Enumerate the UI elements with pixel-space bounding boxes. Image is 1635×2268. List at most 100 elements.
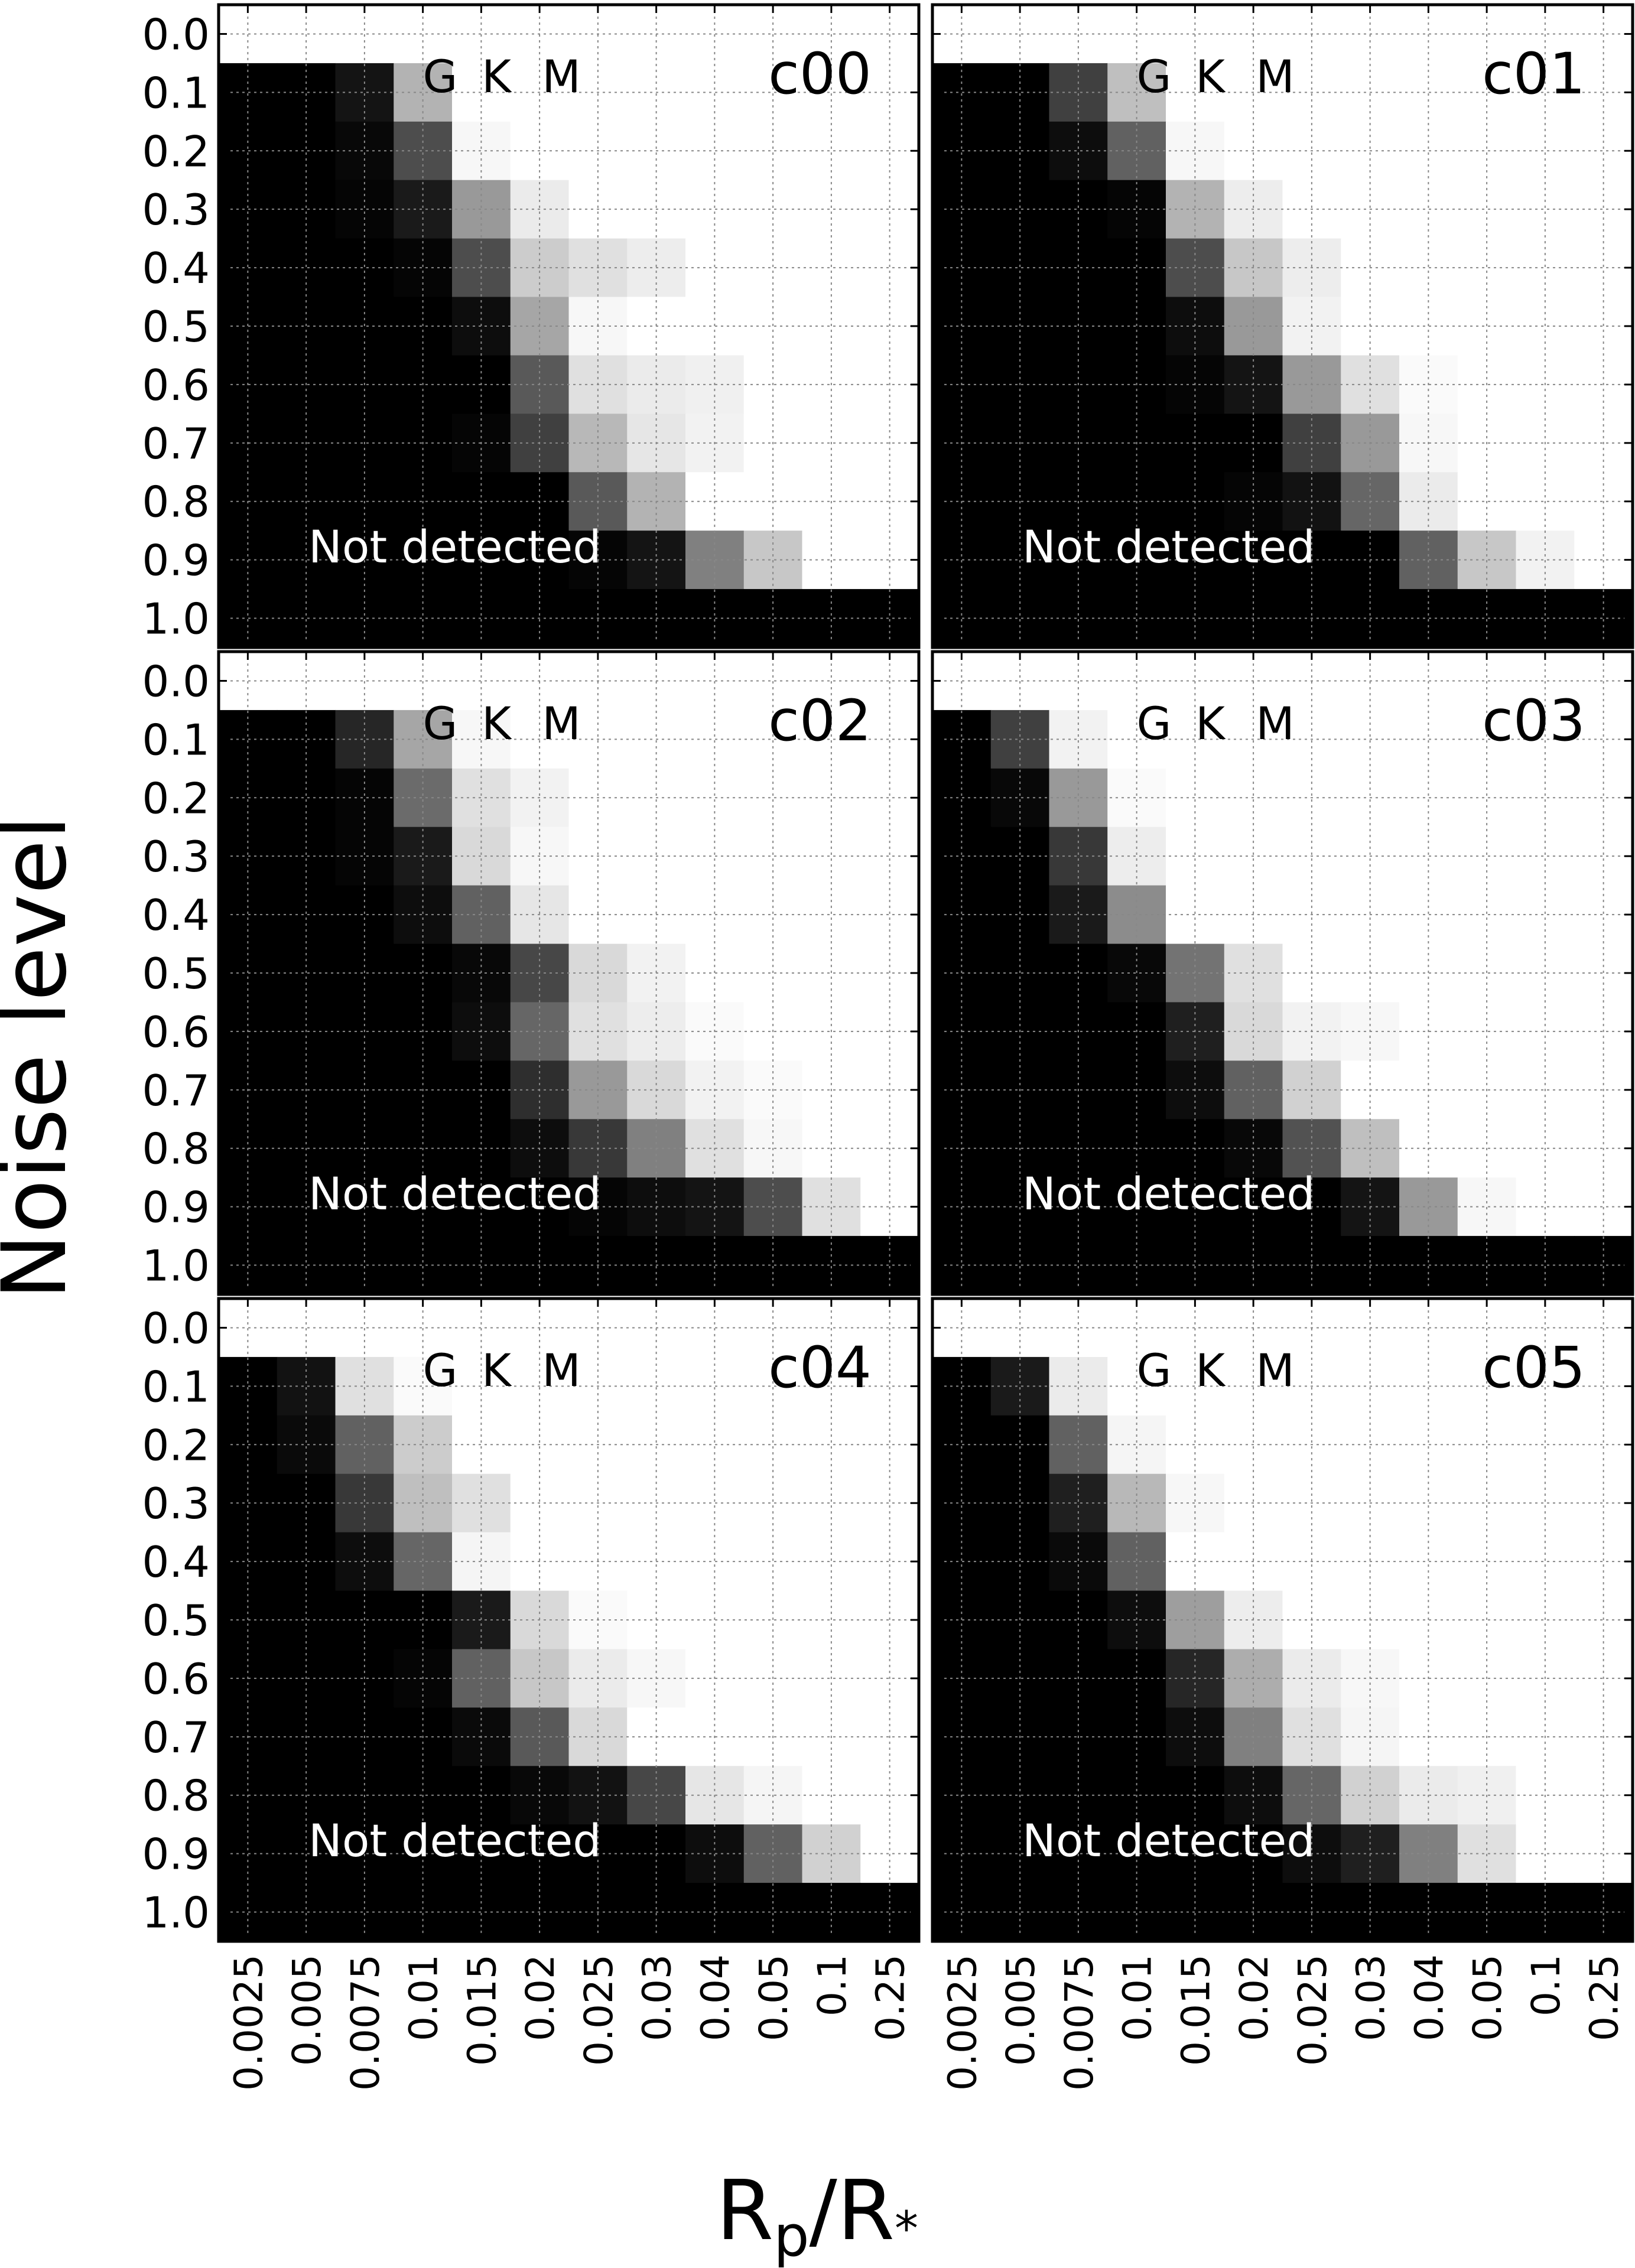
heatmap-cell xyxy=(685,531,745,590)
x-tick-label: 0.04 xyxy=(1406,1954,1452,2041)
panel-c00: c00 G K M Not detected 0.0 0.1 0.2 0.3 0.4 0.5 0.6 0… xyxy=(142,3,921,649)
star-type-label: G xyxy=(423,697,458,750)
heatmap-cell xyxy=(219,1590,278,1650)
y-tick-label: 0.4 xyxy=(142,243,210,293)
star-type-label: K xyxy=(1195,50,1226,103)
heatmap-cell xyxy=(1399,5,1458,64)
star-type-label: M xyxy=(1256,50,1295,103)
y-tick-label: 0.2 xyxy=(142,126,210,176)
heatmap-cell xyxy=(685,1824,745,1883)
heatmap-cell xyxy=(932,1177,992,1237)
x-tick-label: 0.01 xyxy=(401,1954,447,2041)
y-tick-label: 0.3 xyxy=(142,832,210,881)
panel-frame xyxy=(217,1297,921,1943)
heatmap-cell xyxy=(932,652,992,711)
y-tick-label: 0.0 xyxy=(142,9,210,59)
panel-c03: c03 G K M Not detected xyxy=(931,650,1634,1296)
heatmap-cell xyxy=(1399,531,1458,590)
panel-title: c05 xyxy=(1482,1335,1585,1401)
heatmap-cell xyxy=(1399,1299,1458,1358)
heatmap-cell xyxy=(1166,1590,1225,1650)
x-tick-label: 0.03 xyxy=(1348,1954,1394,2041)
star-type-label: K xyxy=(482,50,512,103)
panel-title: c00 xyxy=(768,41,872,107)
not-detected-label: Not detected xyxy=(1022,520,1315,573)
not-detected-label: Not detected xyxy=(1022,1814,1315,1867)
y-tick-label: 0.9 xyxy=(142,1183,210,1232)
x-axis-label: Rp/R* xyxy=(716,2163,918,2268)
y-tick-label: 0.6 xyxy=(142,360,210,410)
x-axis-label-sub2: * xyxy=(895,2201,918,2256)
star-type-label: K xyxy=(1195,697,1226,750)
star-type-label: G xyxy=(1137,697,1172,750)
y-tick-label: 0.2 xyxy=(142,773,210,823)
not-detected-label: Not detected xyxy=(308,1167,601,1220)
star-type-label: M xyxy=(542,50,581,103)
heatmap-cell xyxy=(1399,652,1458,711)
not-detected-label: Not detected xyxy=(308,520,601,573)
x-axis-label-mid: /R xyxy=(810,2163,895,2259)
heatmap-cell xyxy=(1399,1824,1458,1883)
panel-title: c01 xyxy=(1482,41,1585,107)
y-tick-label: 0.8 xyxy=(142,1124,210,1174)
y-axis-label: Noise level xyxy=(0,815,86,1300)
heatmap-cell xyxy=(219,943,278,1003)
y-tick-label: 0.8 xyxy=(142,1771,210,1821)
star-type-label: G xyxy=(423,1344,458,1397)
star-type-label: K xyxy=(482,1344,512,1397)
panel-frame xyxy=(217,650,921,1296)
heatmap-cell xyxy=(932,531,992,590)
y-tick-label: 0.7 xyxy=(142,1713,210,1762)
heatmap-cell xyxy=(219,1299,278,1358)
heatmap-cell xyxy=(932,1590,992,1650)
x-tick-label: 0.25 xyxy=(868,1954,914,2041)
x-tick-label: 0.04 xyxy=(693,1954,738,2041)
heatmap-cell xyxy=(932,5,992,64)
star-type-label: G xyxy=(423,50,458,103)
heatmap-cell xyxy=(685,943,745,1003)
x-tick-label: 0.03 xyxy=(635,1954,680,2041)
x-tick-label: 0.025 xyxy=(1290,1954,1335,2066)
y-tick-label: 0.4 xyxy=(142,1537,210,1587)
heatmap-cell xyxy=(452,1590,511,1650)
y-tick-label: 0.0 xyxy=(142,1303,210,1353)
heatmap-cell xyxy=(685,652,745,711)
star-type-label: G xyxy=(1137,50,1172,103)
heatmap-cell xyxy=(452,297,511,356)
x-tick-label: 0.01 xyxy=(1115,1954,1161,2041)
x-tick-label: 0.02 xyxy=(1231,1954,1277,2041)
x-tick-label: 0.0025 xyxy=(226,1954,271,2091)
x-axis-label-sub1: p xyxy=(773,2204,809,2268)
y-tick-label: 0.1 xyxy=(142,68,210,118)
x-tick-label: 0.0075 xyxy=(343,1954,388,2091)
panel-c02: c02 G K M Not detected 0.0 0.1 0.2 0.3 0.4 0.5 0.6 0… xyxy=(142,650,921,1296)
x-tick-label: 0.1 xyxy=(810,1954,855,2016)
x-tick-label: 0.02 xyxy=(518,1954,563,2041)
y-tick-label: 0.2 xyxy=(142,1420,210,1470)
y-tick-label: 0.7 xyxy=(142,1066,210,1115)
heatmap-cell xyxy=(219,5,278,64)
panel-c05: c05 G K M Not detected 0.0025 0.005 0.0075 0.01 0… xyxy=(931,1297,1634,2091)
y-tick-label: 0.8 xyxy=(142,477,210,527)
panel-c01: c01 G K M Not detected xyxy=(931,3,1634,649)
y-tick-label: 0.9 xyxy=(142,1830,210,1879)
y-tick-label: 0.4 xyxy=(142,890,210,940)
x-tick-label: 0.015 xyxy=(1173,1954,1218,2066)
star-type-label: K xyxy=(482,697,512,750)
panel-c04: c04 G K M Not detected 0.0 0.1 0.2 0.3 0.4 0.5 0.6 0… xyxy=(142,1297,921,2091)
heatmap-cell xyxy=(219,652,278,711)
panel-title: c03 xyxy=(1482,688,1585,754)
heatmap-cell xyxy=(685,1590,745,1650)
y-tick-label: 0.1 xyxy=(142,715,210,764)
heatmap-cell xyxy=(685,297,745,356)
x-tick-label: 0.05 xyxy=(1465,1954,1510,2041)
x-tick-label: 0.25 xyxy=(1582,1954,1627,2041)
heatmap-cell xyxy=(1399,943,1458,1003)
y-tick-label: 0.9 xyxy=(142,536,210,585)
y-tick-label: 0.7 xyxy=(142,419,210,468)
x-tick-label: 0.1 xyxy=(1523,1954,1569,2016)
panel-title: c04 xyxy=(768,1335,872,1401)
panel-frame xyxy=(217,3,921,649)
heatmap-cell xyxy=(932,1824,992,1883)
